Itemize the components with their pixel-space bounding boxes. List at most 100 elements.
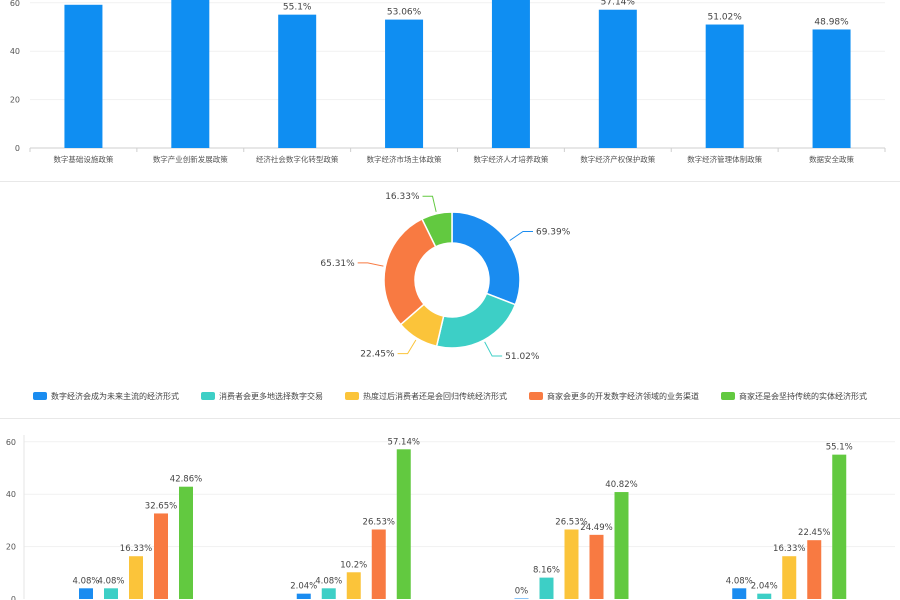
bar	[278, 14, 317, 148]
grouped-bar	[807, 540, 822, 599]
grouped-bar-data-label: 22.45%	[798, 528, 830, 538]
y-tick-label: 40	[6, 490, 16, 499]
grouped-bar-data-label: 0%	[515, 587, 529, 597]
policy-bar-chart-svg: 0 20 40 60 59.18% 数字基础设施政策 数字产业创新发展政策 55.1% 经济社会…	[10, 0, 886, 164]
legend-swatch	[33, 392, 47, 400]
slice-data-label: 65.31%	[320, 259, 355, 269]
grouped-bar	[539, 577, 554, 599]
bar-data-label: 48.98%	[814, 17, 849, 27]
legend-swatch	[201, 392, 215, 400]
grouped-bar-data-label: 10.2%	[340, 560, 367, 570]
legend-item[interactable]: 商家还是会坚持传统的实体经济形式	[721, 388, 867, 404]
legend-swatch	[529, 392, 543, 400]
grouped-bar	[371, 529, 386, 599]
legend-item[interactable]: 商家会更多的开发数字经济领域的业务渠道	[529, 388, 699, 404]
bar-data-label: 59.18%	[66, 0, 101, 3]
y-tick-label: 20	[10, 96, 20, 105]
x-tick-label: 数字经济市场主体政策	[367, 154, 442, 164]
y-tick-label: 60	[10, 0, 20, 8]
divider	[0, 418, 900, 419]
slice-data-label: 69.39%	[536, 227, 571, 237]
grouped-bar-data-label: 16.33%	[773, 544, 805, 554]
grouped-bar	[396, 449, 411, 599]
leader-line	[509, 230, 533, 241]
bar	[598, 9, 637, 148]
grouped-bar	[514, 598, 529, 599]
divider	[0, 181, 900, 182]
grouped-bar	[732, 588, 747, 599]
y-tick-label: 0	[15, 144, 20, 153]
grouped-bar-data-label: 24.49%	[580, 523, 612, 533]
grouped-bar-data-label: 2.04%	[751, 582, 778, 592]
grouped-bar-data-label: 32.65%	[145, 501, 177, 511]
bar	[705, 24, 744, 148]
leader-line	[397, 339, 417, 355]
legend-swatch	[345, 392, 359, 400]
opinion-donut-chart: 69.39% 51.02% 22.45% 65.31% 16.33%	[0, 182, 900, 412]
bar-data-label: 57.14%	[601, 0, 636, 8]
legend-item[interactable]: 数字经济会成为未来主流的经济形式	[33, 388, 179, 404]
grouped-bar-data-label: 4.08%	[72, 576, 99, 586]
y-tick-label: 40	[10, 47, 20, 56]
policy-bar-chart: 0 20 40 60 59.18% 数字基础设施政策 数字产业创新发展政策 55.1% 经济社会…	[0, 0, 900, 180]
legend-label: 消费者会更多地选择数字交易	[219, 391, 323, 401]
grouped-bar-data-label: 2.04%	[290, 582, 317, 592]
grouped-bar-data-label: 40.82%	[605, 480, 637, 490]
chart-legend: 数字经济会成为未来主流的经济形式 消费者会更多地选择数字交易 热度过后消费者还是会回…	[0, 388, 900, 404]
donut-slice	[383, 217, 437, 326]
grouped-bar-chart-svg: 02040604.08%4.08%16.33%32.65%42.86%2.04%…	[6, 435, 895, 600]
legend-label: 商家会更多的开发数字经济领域的业务渠道	[547, 391, 699, 401]
grouped-bar	[129, 556, 143, 599]
bar-data-label: 51.02%	[708, 13, 743, 23]
slice-data-label: 51.02%	[505, 352, 540, 362]
grouped-bar	[564, 529, 579, 599]
grouped-bar	[321, 588, 336, 599]
grouped-bar-data-label: 26.53%	[363, 517, 395, 527]
x-tick-label: 数字经济产权保护政策	[580, 154, 655, 164]
grouped-bar-data-label: 4.08%	[315, 576, 342, 586]
x-tick-label: 数字基础设施政策	[53, 154, 113, 164]
grouped-bar	[104, 588, 118, 599]
grouped-bar	[296, 593, 311, 599]
x-tick-label: 数字产业创新发展政策	[153, 154, 228, 164]
y-tick-label: 60	[6, 438, 16, 447]
grouped-bar-data-label: 4.08%	[97, 576, 124, 586]
legend-label: 商家还是会坚持传统的实体经济形式	[739, 391, 867, 401]
slice-data-label: 22.45%	[360, 350, 395, 360]
x-tick-label: 数据安全政策	[809, 154, 854, 164]
grouped-bar	[832, 454, 847, 599]
x-tick-label: 经济社会数字化转型政策	[256, 154, 339, 164]
legend-item[interactable]: 消费者会更多地选择数字交易	[201, 388, 323, 404]
slice-data-label: 16.33%	[385, 192, 420, 202]
bar	[64, 4, 103, 149]
grouped-bar-data-label: 26.53%	[555, 517, 587, 527]
grouped-bar	[346, 572, 361, 599]
grouped-bar-data-label: 42.86%	[170, 475, 202, 485]
x-tick-label: 数字经济人才培养政策	[473, 154, 548, 164]
legend-label: 数字经济会成为未来主流的经济形式	[51, 391, 179, 401]
grouped-bar	[614, 492, 629, 599]
leader-line	[422, 195, 437, 212]
grouped-bar	[589, 534, 604, 599]
legend-label: 热度过后消费者还是会回归传统经济形式	[363, 391, 507, 401]
grouped-bar-data-label: 16.33%	[120, 544, 152, 554]
grouped-bar-chart: 0 20 40 60 4.08% 4.08% 16.33% 32.65% 42.86% 2.04%…	[0, 425, 900, 600]
bar-data-label: 55.1%	[283, 3, 312, 13]
grouped-bar	[782, 556, 797, 599]
bar	[171, 0, 210, 149]
grouped-bar-data-label: 8.16%	[533, 566, 560, 576]
grouped-bar-data-label: 55.1%	[826, 443, 853, 453]
bar-data-label: 53.06%	[387, 8, 422, 18]
bar	[491, 0, 530, 149]
leader-line	[357, 262, 384, 267]
bar	[812, 29, 851, 148]
bar	[385, 19, 424, 148]
legend-item[interactable]: 热度过后消费者还是会回归传统经济形式	[345, 388, 507, 404]
y-tick-label: 0	[11, 595, 16, 600]
grouped-bar	[154, 513, 168, 599]
grouped-bar-data-label: 4.08%	[726, 576, 753, 586]
opinion-donut-chart-svg: 69.39% 51.02% 22.45% 65.31% 16.33%	[320, 192, 571, 362]
grouped-bar	[79, 588, 93, 599]
grouped-bar	[757, 593, 772, 599]
grouped-bar-data-label: 57.14%	[388, 437, 420, 447]
